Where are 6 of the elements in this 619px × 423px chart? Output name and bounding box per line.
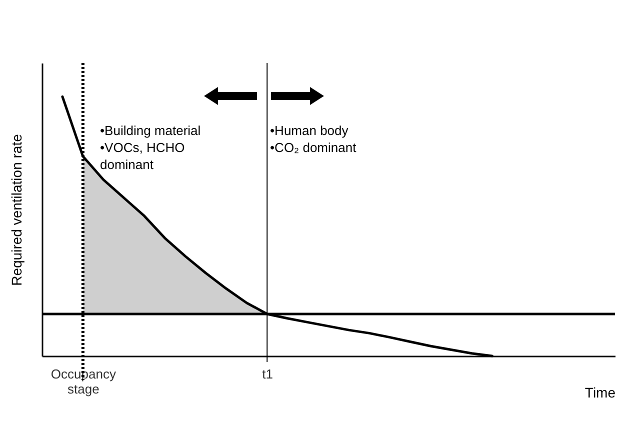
- y-axis-title: Required ventilation rate: [8, 134, 24, 286]
- x-tick-label: Occupancy stage: [50, 366, 116, 396]
- annotation: •Building material •VOCs, HCHO dominant: [100, 123, 201, 172]
- x-axis-title: Time: [584, 384, 616, 400]
- annotation: •Human body •CO₂ dominant: [270, 123, 357, 155]
- x-tick-label: t1: [262, 366, 274, 382]
